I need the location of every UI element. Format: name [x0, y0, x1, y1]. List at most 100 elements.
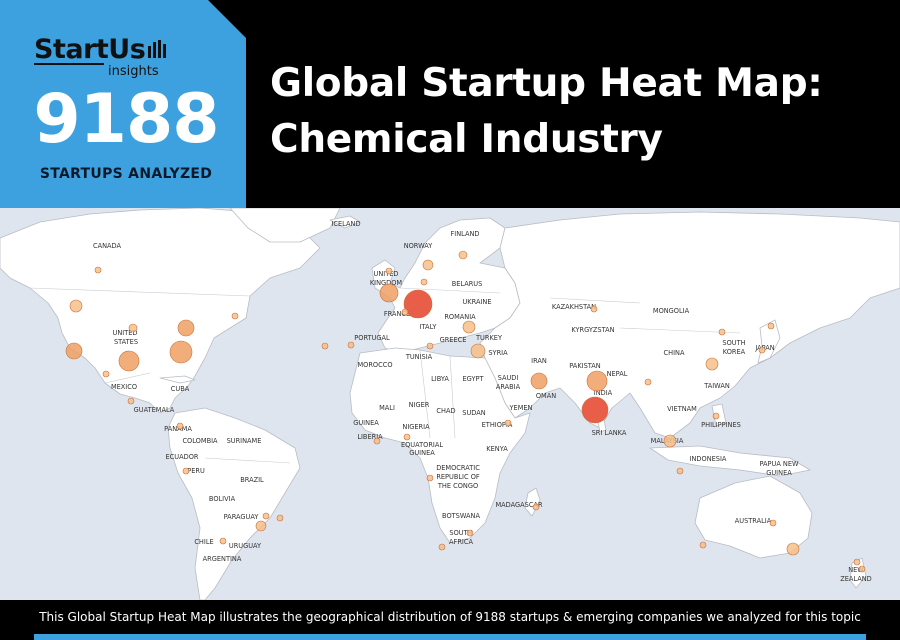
- country-label: GUINEA: [353, 419, 379, 427]
- country-label: PAKISTAN: [569, 362, 601, 370]
- country-label: ARABIA: [496, 383, 521, 391]
- country-label: ROMANIA: [444, 313, 476, 321]
- country-label: NORWAY: [404, 242, 434, 250]
- title-line-1: Global Startup Heat Map:: [270, 61, 823, 106]
- footer-caption: This Global Startup Heat Map illustrates…: [39, 610, 861, 624]
- startup-hub-marker: [853, 558, 861, 566]
- startup-hub-marker: [379, 283, 399, 303]
- country-label: MADAGASCAR: [495, 501, 542, 509]
- border-line: [104, 372, 151, 384]
- startup-hub-marker: [422, 259, 434, 271]
- border-line: [399, 287, 501, 294]
- country-label: KOREA: [723, 348, 746, 356]
- landmasses: [0, 208, 900, 600]
- country-label: UNITED: [374, 270, 399, 278]
- startup-hub-marker: [581, 396, 609, 424]
- country-label: ETHIOPIA: [482, 421, 513, 429]
- startup-hub-marker: [426, 342, 434, 350]
- startup-hub-marker: [466, 529, 474, 537]
- startup-hub-marker: [169, 340, 193, 364]
- country-label: OMAN: [536, 392, 556, 400]
- country-label: PANAMA: [164, 425, 192, 433]
- country-label: GUINEA: [409, 449, 435, 457]
- country-label: SRI LANKA: [592, 429, 627, 437]
- country-label: BRAZIL: [240, 476, 264, 484]
- startup-hub-marker: [438, 543, 446, 551]
- startup-hub-marker: [705, 357, 719, 371]
- country-label: SYRIA: [488, 349, 508, 357]
- country-label: MOROCCO: [357, 361, 392, 369]
- country-label: NEW: [848, 566, 864, 574]
- startup-hub-marker: [663, 434, 677, 448]
- country-label: TAIWAN: [703, 382, 730, 390]
- country-label: NIGER: [409, 401, 430, 409]
- startup-hub-marker: [858, 565, 866, 573]
- country-label: LIBYA: [431, 375, 449, 383]
- country-label: THE CONGO: [437, 482, 478, 490]
- country-label: PORTUGAL: [354, 334, 390, 342]
- startup-hub-marker: [758, 346, 766, 354]
- country-label: GREECE: [440, 336, 467, 344]
- startup-hub-marker: [586, 370, 608, 392]
- country-label: TUNISIA: [405, 353, 433, 361]
- startup-hub-marker: [373, 437, 381, 445]
- logo: StartUs insights: [34, 34, 168, 79]
- border-line: [204, 457, 291, 464]
- land-greenland: [229, 208, 341, 243]
- startup-hub-marker: [769, 519, 777, 527]
- startup-hub-marker: [128, 323, 138, 333]
- country-label: INDIA: [594, 389, 613, 397]
- footer: This Global Startup Heat Map illustrates…: [0, 600, 900, 640]
- country-label: KENYA: [486, 445, 508, 453]
- country-label: ITALY: [420, 323, 438, 331]
- country-label: YEMEN: [509, 404, 533, 412]
- country-label: ECUADOR: [166, 453, 199, 461]
- startup-hub-marker: [403, 433, 411, 441]
- country-label: KAZAKHSTAN: [552, 303, 596, 311]
- startup-hub-marker: [718, 328, 726, 336]
- country-label: IRAN: [531, 357, 547, 365]
- startup-hub-marker: [182, 467, 190, 475]
- country-label: PERU: [187, 467, 205, 475]
- country-label: GUINEA: [766, 469, 792, 477]
- country-label: ARGENTINA: [203, 555, 242, 563]
- startup-hub-marker: [644, 378, 652, 386]
- startup-hub-marker: [255, 520, 267, 532]
- startup-hub-marker: [65, 342, 83, 360]
- country-label: CANADA: [93, 242, 122, 250]
- title-line-2: Chemical Industry: [270, 117, 663, 162]
- country-label: STATES: [114, 338, 138, 346]
- country-label: REPUBLIC OF: [436, 473, 480, 481]
- startup-hub-marker: [118, 350, 140, 372]
- country-label: SURINAME: [227, 437, 262, 445]
- country-label: SUDAN: [462, 409, 485, 417]
- country-label: COLOMBIA: [182, 437, 218, 445]
- startup-count-label: STARTUPS ANALYZED: [39, 166, 213, 182]
- bar-chart-icon: [148, 40, 168, 58]
- country-label: BELARUS: [452, 280, 483, 288]
- startup-hub-marker: [401, 308, 409, 316]
- startup-hub-marker: [426, 474, 434, 482]
- page-title: Global Startup Heat Map: Chemical Indust…: [270, 56, 890, 168]
- land-australia: [694, 475, 813, 559]
- world-map: CANADA ICELAND NORWAY FINLAND UNITED KINGDOM B…: [0, 208, 900, 600]
- country-label: DEMOCRATIC: [436, 464, 480, 472]
- country-label: ZEALAND: [840, 575, 872, 583]
- startup-hub-marker: [590, 305, 598, 313]
- country-label: EGYPT: [463, 375, 485, 383]
- country-label: TURKEY: [475, 334, 503, 342]
- country-label: CHAD: [436, 407, 455, 415]
- startup-hub-marker: [94, 266, 102, 274]
- country-label: SOUTH: [722, 339, 745, 347]
- country-label: LIBERIA: [357, 433, 383, 441]
- startup-hub-marker: [462, 320, 476, 334]
- country-label: AUSTRALIA: [735, 517, 772, 525]
- country-label: NIGERIA: [402, 423, 430, 431]
- country-label: AFRICA: [449, 538, 473, 546]
- brand-panel: StartUs insights 9188 STARTUPS ANALYZED: [0, 0, 246, 208]
- country-label: CUBA: [171, 385, 190, 393]
- country-borders: [29, 287, 741, 464]
- land-africa: [349, 347, 531, 544]
